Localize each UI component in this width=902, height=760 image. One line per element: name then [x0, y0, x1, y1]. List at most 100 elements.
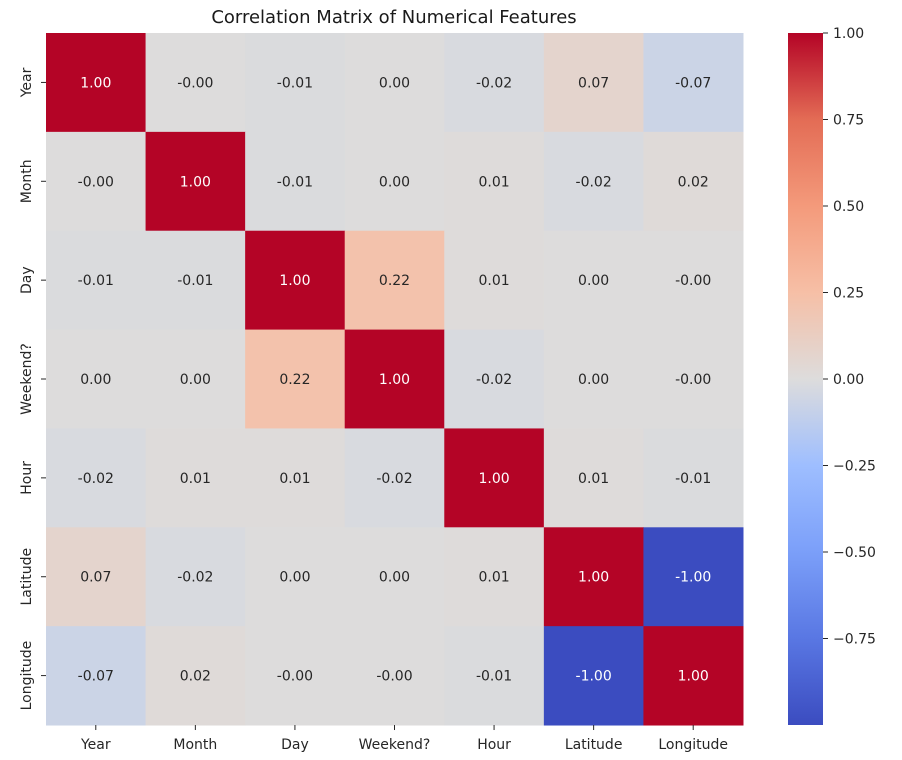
cell-value-label: 0.00: [180, 372, 211, 388]
heatmap-cell: [444, 428, 545, 528]
cell-value-label: -0.01: [675, 471, 711, 487]
heatmap-cell: [245, 230, 346, 331]
colorbar-ticks: 1.00 0.75 0.50 0.25 0.00 −0.25 −0.50 −0.75: [823, 26, 876, 648]
cell-value-label: -0.00: [376, 669, 412, 685]
cell-value-label: -0.02: [476, 75, 512, 91]
cell-value-label: -0.01: [277, 174, 313, 190]
cell-value-label: 1.00: [279, 273, 310, 289]
cell-value-label: -0.00: [675, 372, 711, 388]
heatmap-cell: [344, 131, 445, 232]
cell-value-label: -0.01: [177, 273, 213, 289]
cell-value-label: -0.01: [476, 669, 512, 685]
heatmap-cell: [643, 33, 744, 133]
colorbar-tick-label: −0.75: [833, 632, 876, 648]
cell-value-label: 0.07: [578, 75, 609, 91]
heatmap-cell: [444, 230, 545, 331]
cell-value-label: -0.07: [675, 75, 711, 91]
heatmap-cell: [643, 527, 744, 627]
heatmap-cell: [543, 428, 644, 528]
cell-value-label: -1.00: [675, 570, 711, 586]
heatmap-cell: [643, 428, 744, 528]
cell-value-label: -0.00: [78, 174, 114, 190]
heatmap-cell: [344, 329, 445, 429]
heatmap-cell: [245, 428, 346, 528]
cell-value-label: 0.01: [478, 174, 509, 190]
y-tick-label: Hour: [19, 461, 35, 495]
cell-value-label: -0.00: [675, 273, 711, 289]
y-tick-label: Day: [19, 266, 35, 294]
cell-value-label: 0.01: [279, 471, 310, 487]
cell-value-label: 0.00: [379, 174, 410, 190]
cell-value-label: -0.02: [78, 471, 114, 487]
cell-value-label: 0.00: [279, 570, 310, 586]
cell-value-label: 1.00: [180, 174, 211, 190]
heatmap-cell: [145, 33, 246, 133]
y-tick-label: Month: [19, 159, 35, 203]
cell-value-label: 0.01: [478, 570, 509, 586]
cell-value-label: -0.02: [177, 570, 213, 586]
y-tick-label: Weekend?: [19, 343, 35, 415]
colorbar-tick-label: 0.50: [833, 199, 864, 215]
x-axis-ticks: Year Month Day Weekend? Hour Latitude Longitud…: [80, 725, 728, 753]
cell-value-label: 0.22: [279, 372, 310, 388]
cell-value-label: 1.00: [578, 570, 609, 586]
cell-value-label: 1.00: [678, 669, 709, 685]
heatmap-cell: [444, 131, 545, 232]
heatmap-cell: [46, 33, 147, 133]
heatmap-cell: [543, 527, 644, 627]
cell-value-label: -0.00: [177, 75, 213, 91]
x-tick-label: Latitude: [565, 737, 623, 753]
heatmap-cell: [145, 428, 246, 528]
y-tick-label: Year: [19, 67, 35, 98]
y-axis-ticks: Year Month Day Weekend? Hour Latitude Longitud…: [19, 67, 46, 710]
heatmap-cell: [145, 329, 246, 429]
cell-value-label: 0.00: [578, 273, 609, 289]
heatmap-cell: [145, 131, 246, 232]
colorbar: [788, 33, 823, 725]
cell-value-label: -0.02: [476, 372, 512, 388]
cell-value-label: 0.07: [80, 570, 111, 586]
heatmap-cell: [344, 626, 445, 726]
heatmap-cell: [444, 626, 545, 726]
heatmap-cell: [46, 329, 147, 429]
heatmap-cell: [46, 527, 147, 627]
cell-value-label: -0.02: [376, 471, 412, 487]
cell-value-label: -0.02: [576, 174, 612, 190]
heatmap-cell: [543, 626, 644, 726]
heatmap-cell: [643, 230, 744, 331]
cell-value-label: 0.00: [379, 570, 410, 586]
heatmap-cell: [46, 626, 147, 726]
cell-value-label: 0.00: [80, 372, 111, 388]
colorbar-tick-label: 0.75: [833, 113, 864, 129]
heatmap-cell: [344, 33, 445, 133]
heatmap-cell: [643, 131, 744, 232]
colorbar-tick-label: −0.50: [833, 545, 876, 561]
heatmap-cell: [46, 131, 147, 232]
cell-value-label: 0.01: [578, 471, 609, 487]
cell-value-label: 0.01: [478, 273, 509, 289]
cell-value-label: 0.02: [180, 669, 211, 685]
heatmap-cell: [444, 329, 545, 429]
cell-value-label: 0.00: [578, 372, 609, 388]
cell-value-label: -0.01: [78, 273, 114, 289]
cell-value-label: 0.01: [180, 471, 211, 487]
x-tick-label: Hour: [477, 737, 511, 753]
heatmap-cell: [145, 626, 246, 726]
x-tick-label: Longitude: [658, 737, 728, 753]
colorbar-tick-label: 0.25: [833, 286, 864, 302]
heatmap-cell: [543, 33, 644, 133]
heatmap-cell: [46, 428, 147, 528]
cell-value-label: -0.07: [78, 669, 114, 685]
x-tick-label: Day: [281, 737, 309, 753]
heatmap-cell: [643, 626, 744, 726]
heatmap-cell: [543, 131, 644, 232]
x-tick-label: Month: [173, 737, 217, 753]
cell-value-label: -0.00: [277, 669, 313, 685]
heatmap-cell: [245, 329, 346, 429]
chart-title: Correlation Matrix of Numerical Features: [211, 7, 576, 28]
heatmap-cell: [543, 329, 644, 429]
heatmap-cell: [543, 230, 644, 331]
heatmap-cell: [46, 230, 147, 331]
